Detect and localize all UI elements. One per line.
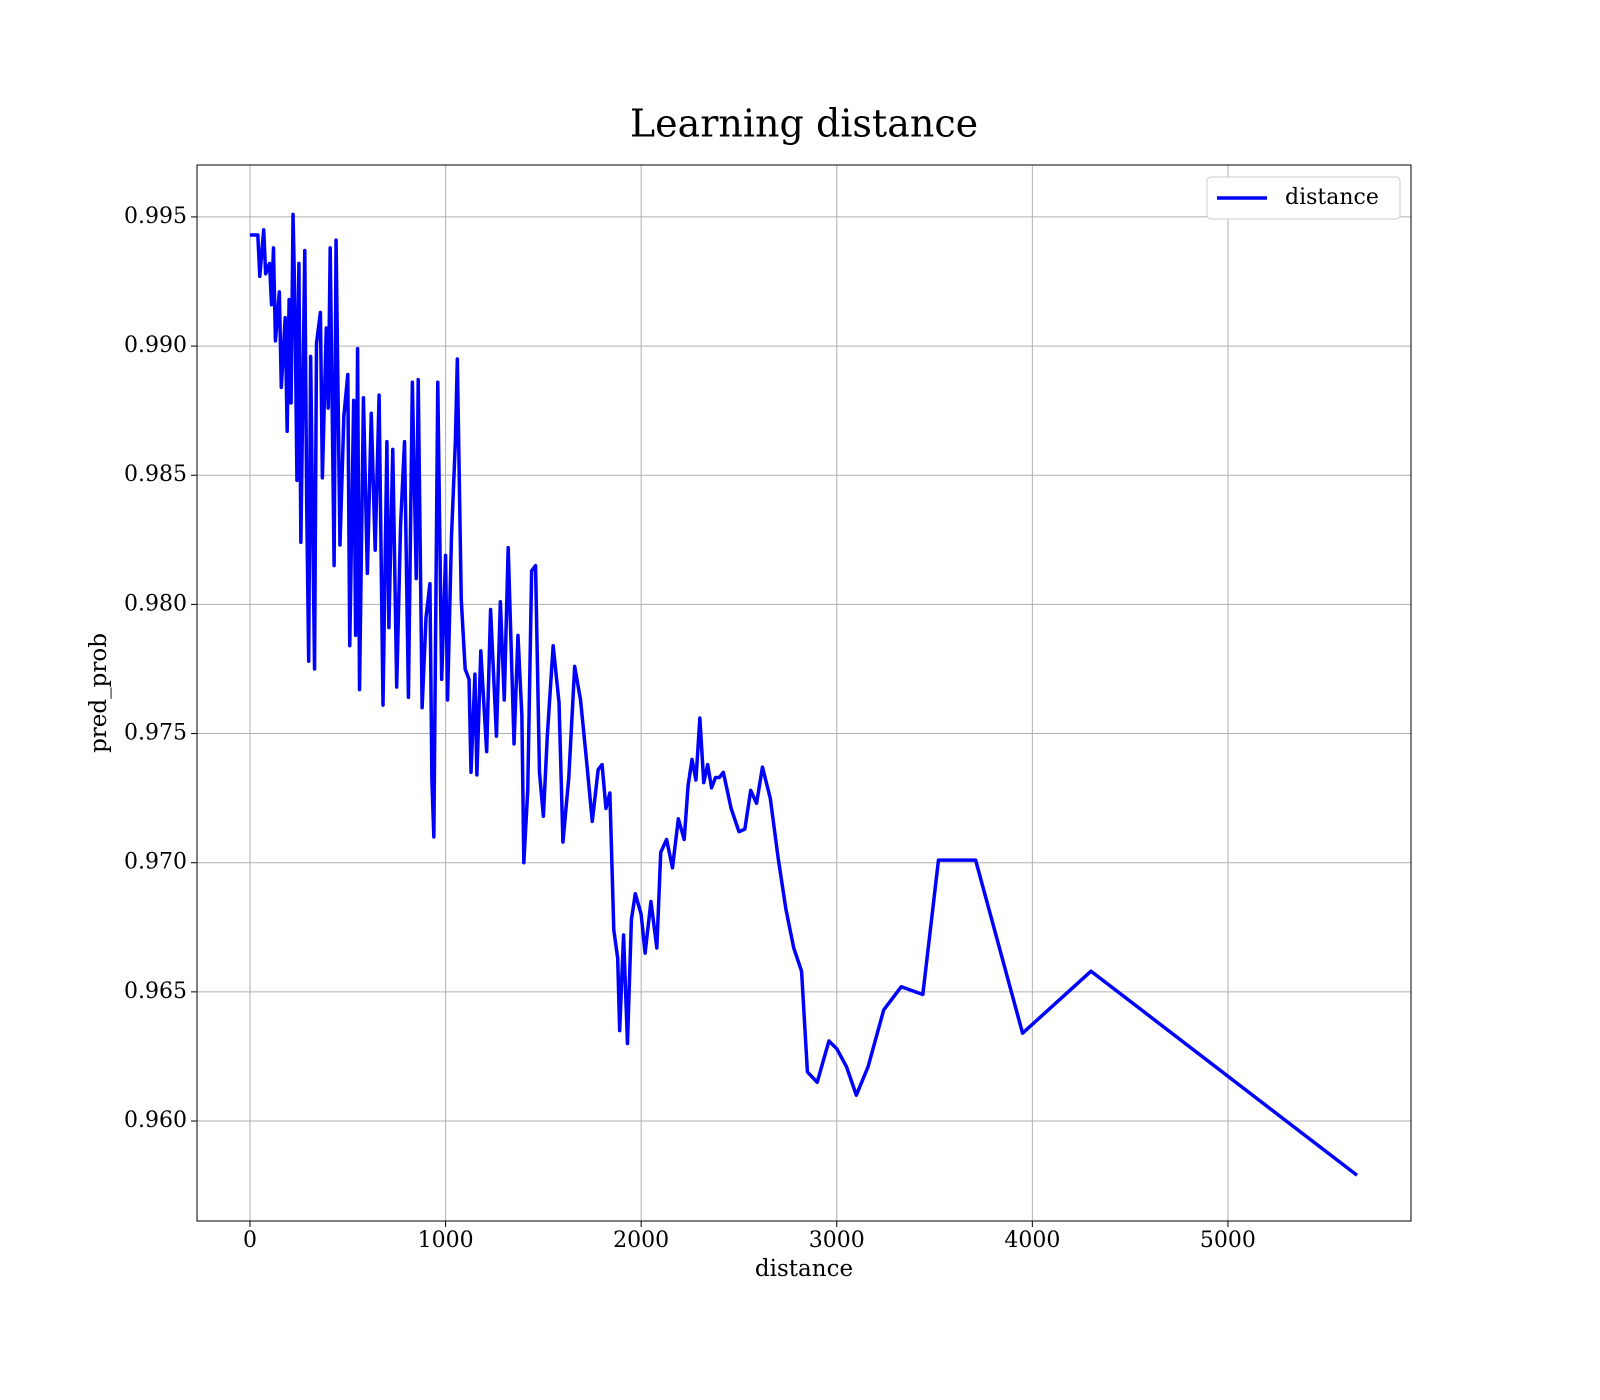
- y-tick-label: 0.995: [124, 204, 187, 229]
- y-tick-label: 0.965: [124, 979, 187, 1004]
- x-tick-label: 4000: [1004, 1228, 1060, 1253]
- data-line: [250, 212, 1359, 1177]
- y-tick-label: 0.990: [124, 333, 187, 358]
- x-tick-label: 5000: [1200, 1228, 1256, 1253]
- y-tick-label: 0.970: [124, 850, 187, 875]
- y-axis-label: pred_prob: [86, 633, 112, 753]
- x-tick-label: 1000: [418, 1228, 474, 1253]
- x-tick-label: 3000: [809, 1228, 865, 1253]
- x-tick-label: 2000: [613, 1228, 669, 1253]
- legend-label: distance: [1285, 185, 1379, 210]
- y-tick-label: 0.980: [124, 591, 187, 616]
- y-tick-label: 0.985: [124, 462, 187, 487]
- legend-box: [1206, 176, 1401, 220]
- plot-frame: [196, 164, 1412, 1222]
- chart-title: Learning distance: [630, 102, 978, 146]
- x-axis-label: distance: [755, 1256, 853, 1282]
- x-tick-label: 0: [243, 1228, 257, 1253]
- y-tick-label: 0.975: [124, 721, 187, 746]
- y-tick-label: 0.960: [124, 1108, 187, 1133]
